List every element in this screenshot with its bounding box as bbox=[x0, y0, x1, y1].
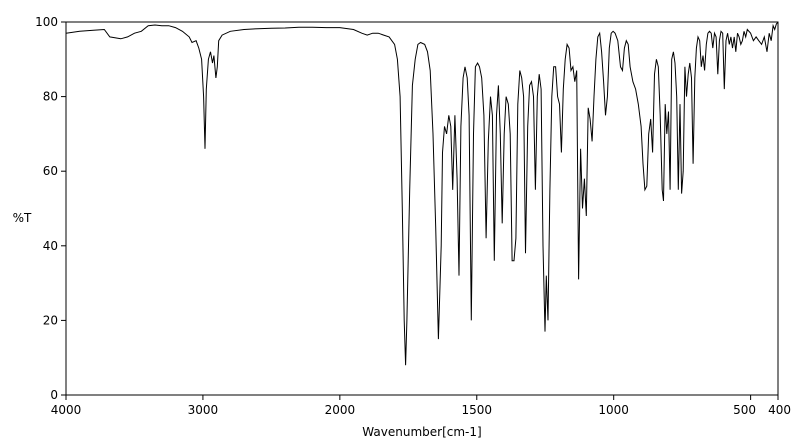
y-tick-label: 0 bbox=[50, 388, 58, 402]
x-tick-label: 3000 bbox=[188, 403, 219, 417]
x-tick-label: 400 bbox=[768, 403, 791, 417]
y-axis-label: %T bbox=[13, 211, 32, 225]
transmittance-line bbox=[65, 21, 779, 366]
x-axis-ticks: 4000 3000 2000 1500 1000 500 400 bbox=[51, 395, 791, 417]
y-tick-label: 60 bbox=[43, 164, 58, 178]
y-tick-label: 40 bbox=[43, 239, 58, 253]
x-tick-label: 4000 bbox=[51, 403, 82, 417]
x-axis-label: Wavenumber[cm-1] bbox=[362, 425, 481, 439]
x-tick-label: 1500 bbox=[461, 403, 492, 417]
plot-frame bbox=[65, 21, 779, 396]
y-tick-label: 80 bbox=[43, 90, 58, 104]
x-tick-label: 1000 bbox=[598, 403, 629, 417]
y-tick-label: 100 bbox=[35, 15, 58, 29]
x-tick-label: 2000 bbox=[325, 403, 356, 417]
x-tick-label: 500 bbox=[733, 403, 756, 417]
y-axis-ticks: 0 20 40 60 80 100 bbox=[35, 15, 66, 402]
y-tick-label: 20 bbox=[43, 313, 58, 327]
